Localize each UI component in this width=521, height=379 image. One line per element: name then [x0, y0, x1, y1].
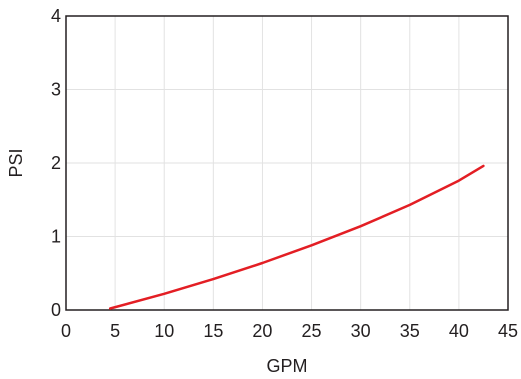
x-tick-label: 15 — [203, 321, 223, 341]
y-tick-label: 1 — [51, 227, 61, 247]
x-tick-label: 40 — [449, 321, 469, 341]
y-axis-title: PSI — [6, 148, 26, 177]
grid — [65, 15, 509, 311]
y-tick-label: 2 — [51, 153, 61, 173]
y-tick-labels: 0 1 2 3 4 — [51, 6, 61, 320]
plot-frame — [65, 15, 509, 311]
x-tick-label: 10 — [154, 321, 174, 341]
series-line — [108, 164, 485, 310]
y-tick-label: 4 — [51, 6, 61, 26]
series-layer — [108, 164, 485, 310]
x-tick-label: 30 — [351, 321, 371, 341]
y-tick-label: 3 — [51, 80, 61, 100]
x-tick-label: 45 — [498, 321, 518, 341]
x-tick-label: 0 — [61, 321, 71, 341]
x-axis-title: GPM — [266, 356, 307, 376]
x-tick-label: 5 — [110, 321, 120, 341]
y-tick-label: 0 — [51, 300, 61, 320]
x-tick-labels: 0 5 10 15 20 25 30 35 40 45 — [61, 321, 518, 341]
x-tick-label: 35 — [400, 321, 420, 341]
x-tick-label: 20 — [252, 321, 272, 341]
x-tick-label: 25 — [302, 321, 322, 341]
